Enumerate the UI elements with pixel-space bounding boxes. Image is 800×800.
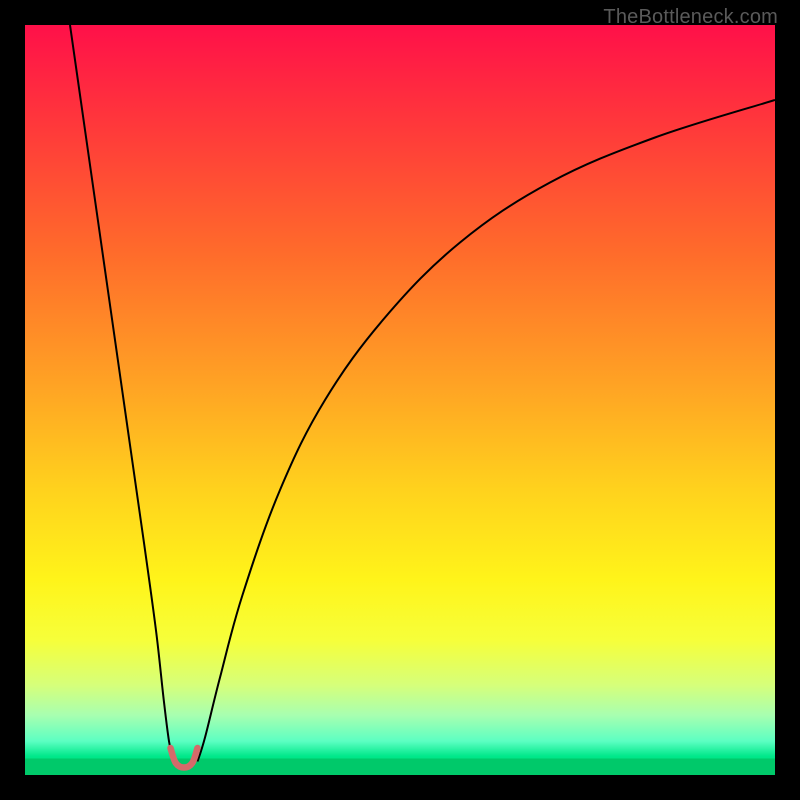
chart-frame: TheBottleneck.com <box>0 0 800 800</box>
green-baseline-band <box>25 759 775 776</box>
bottleneck-chart <box>25 25 775 775</box>
plot-area <box>25 25 775 775</box>
gradient-background <box>25 25 775 775</box>
